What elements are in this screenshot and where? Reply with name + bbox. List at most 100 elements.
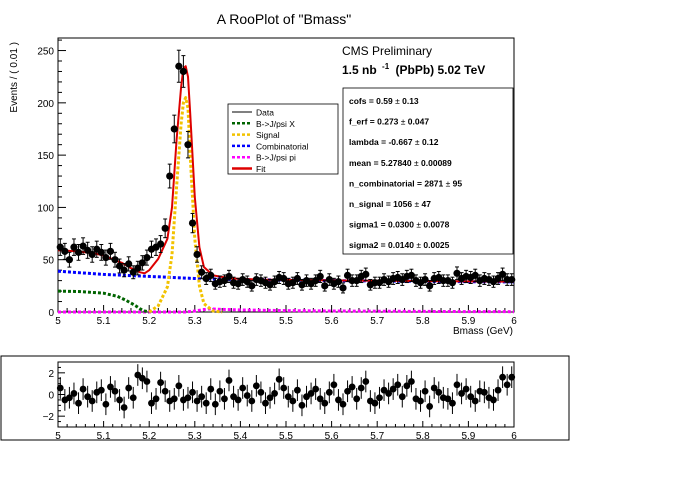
- pull-point: [307, 390, 315, 397]
- pull-x-tick-label: 5.7: [370, 431, 384, 442]
- pull-point: [211, 400, 219, 408]
- x-tick-label: 5.1: [97, 316, 111, 327]
- param-value: 0.273: [377, 117, 401, 127]
- pull-point: [243, 392, 251, 399]
- data-point: [407, 271, 415, 279]
- pull-point: [170, 395, 178, 403]
- param-row: sigma1 = 0.0300 ± 0.0078: [349, 220, 450, 230]
- pull-plot-area: [56, 364, 516, 419]
- pull-point: [66, 394, 73, 402]
- energy-text: (PbPb) 5.02 TeV: [396, 63, 486, 77]
- data-point: [234, 280, 242, 288]
- x-tick-label: 5: [55, 316, 61, 327]
- pull-x-tick-label: 5: [55, 431, 61, 442]
- curve-b-j-psi-pi: [58, 307, 515, 314]
- lumi-energy-text: 1.5 nb -1 (PbPb) 5.02 TeV: [342, 58, 485, 77]
- data-point: [184, 141, 192, 149]
- pull-point: [508, 373, 516, 381]
- data-point: [170, 125, 178, 133]
- pull-x-tick-label: 5.3: [188, 431, 202, 442]
- data-point: [102, 254, 110, 262]
- pull-point: [398, 393, 406, 401]
- lumi-exponent: -1: [382, 62, 390, 71]
- pull-point: [408, 378, 415, 385]
- data-point: [115, 262, 124, 270]
- param-error: 0.12: [422, 137, 439, 147]
- data-point: [362, 270, 370, 278]
- pull-point: [143, 378, 151, 385]
- pull-point: [389, 385, 397, 393]
- pull-point: [385, 390, 392, 397]
- legend-entry: B->J/psi pi: [256, 153, 296, 163]
- data-point: [321, 282, 329, 290]
- param-name: f_erf =: [349, 117, 377, 127]
- pull-point: [111, 387, 119, 395]
- param-value: -0.667: [388, 137, 414, 147]
- x-tick-label: 5.9: [461, 316, 475, 327]
- pull-point: [298, 401, 306, 409]
- data-point: [193, 250, 201, 259]
- data-point: [448, 279, 457, 287]
- pull-point: [321, 399, 329, 407]
- pull-point: [56, 384, 64, 392]
- data-point: [453, 269, 461, 277]
- chart-title: A RooPlot of "Bmass": [217, 11, 351, 27]
- pull-point: [499, 373, 506, 381]
- pull-point: [280, 384, 288, 392]
- pull-point: [394, 381, 402, 389]
- legend-entry: Signal: [256, 130, 280, 140]
- pull-x-tick-label: 5.5: [279, 431, 293, 442]
- param-row: n_combinatorial = 2871 ± 95: [349, 178, 462, 188]
- param-value: 1056: [393, 199, 414, 209]
- pull-pad-frame: [0, 355, 570, 441]
- pull-point: [257, 388, 265, 396]
- legend-entry: Fit: [256, 164, 266, 174]
- param-value: 2871: [424, 178, 445, 188]
- data-point: [61, 247, 69, 255]
- pull-point: [107, 383, 114, 391]
- pull-point: [88, 397, 96, 405]
- pull-x-tick-label: 5.6: [325, 431, 339, 442]
- pull-point: [75, 399, 82, 407]
- data-point: [157, 240, 165, 248]
- pull-point: [426, 403, 434, 410]
- data-point: [220, 277, 229, 285]
- data-point: [125, 260, 133, 268]
- pull-point: [70, 390, 78, 397]
- pull-point: [362, 378, 370, 385]
- param-error: 95: [453, 178, 463, 188]
- pull-point: [225, 377, 233, 384]
- pull-point: [129, 394, 137, 402]
- pull-point: [284, 393, 292, 401]
- x-tick-label: 5.2: [142, 316, 156, 327]
- data-point: [97, 248, 105, 256]
- pull-point: [503, 381, 511, 389]
- cms-preliminary-text: CMS Preliminary: [342, 44, 432, 58]
- data-point: [289, 279, 297, 287]
- pull-point: [417, 397, 424, 405]
- param-name: sigma2 =: [349, 240, 388, 250]
- pull-x-tick-label: 5.9: [461, 431, 475, 442]
- pull-point: [325, 388, 333, 396]
- data-point: [207, 271, 215, 279]
- param-row: f_erf = 0.273 ± 0.047: [349, 117, 429, 127]
- cms-label: CMS Preliminary 1.5 nb -1 (PbPb) 5.02 Te…: [342, 44, 485, 77]
- curve-b-j-psi-x: [57, 289, 150, 314]
- pull-y-tick-label: −2: [43, 412, 55, 423]
- param-error: 0.0025: [423, 240, 449, 250]
- param-row: sigma2 = 0.0140 ± 0.0025: [349, 240, 450, 250]
- param-error: 0.0078: [423, 220, 449, 230]
- pull-point: [357, 384, 365, 392]
- param-name: lambda =: [349, 137, 388, 147]
- data-point: [88, 250, 96, 259]
- pull-point: [116, 396, 123, 404]
- pull-point: [221, 395, 228, 403]
- pull-point: [467, 393, 475, 401]
- pull-point: [316, 395, 324, 403]
- pull-point: [449, 399, 456, 407]
- pull-point: [494, 386, 502, 394]
- x-tick-label: 5.5: [279, 316, 293, 327]
- data-point: [334, 278, 343, 286]
- pull-point: [353, 395, 361, 403]
- pull-point: [289, 397, 297, 405]
